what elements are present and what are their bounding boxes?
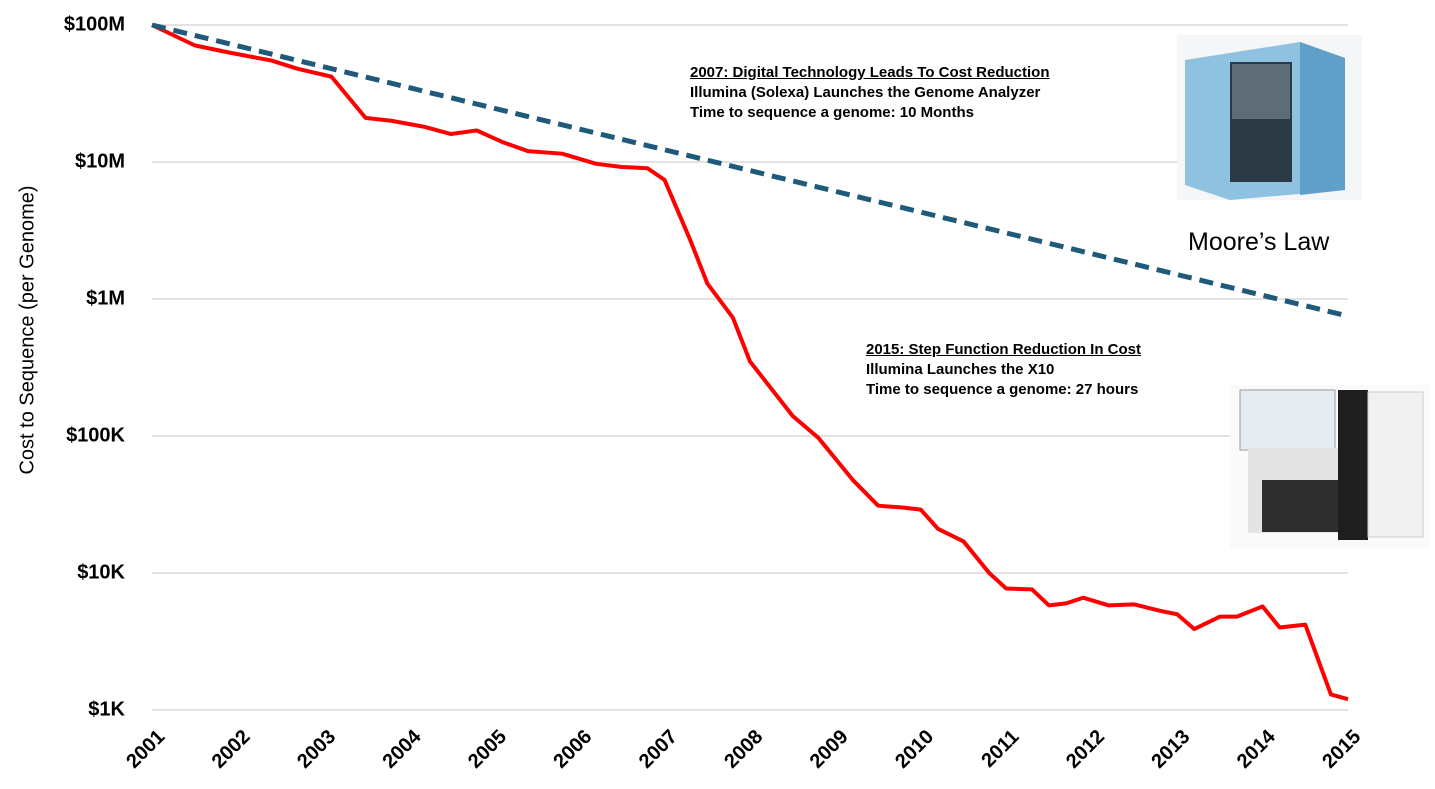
series-label: Moore’s Law: [1188, 228, 1330, 256]
y-axis-label: Cost to Sequence (per Genome): [16, 185, 38, 474]
x-tick-label: 2005: [464, 726, 511, 773]
x-tick-label: 2014: [1233, 725, 1281, 773]
annotation-line: Time to sequence a genome: 27 hours: [866, 381, 1139, 398]
x-tick-label: 2004: [379, 725, 427, 773]
x-tick-label: 2012: [1062, 726, 1109, 773]
y-tick-label: $10M: [75, 150, 125, 172]
annotation-heading: 2015: Step Function Reduction In Cost: [866, 341, 1142, 358]
x-tick-label: 2007: [635, 726, 682, 773]
x-tick-label: 2002: [208, 726, 255, 773]
annotation: 2007: Digital Technology Leads To Cost R…: [690, 63, 1170, 123]
x-tick-label: 2001: [122, 726, 169, 773]
y-tick-label: $10K: [77, 561, 125, 583]
x-tick-label: 2003: [293, 726, 340, 773]
annotation-line: Illumina Launches the X10: [866, 361, 1055, 378]
x-tick-label: 2006: [549, 726, 596, 773]
series-line: [151, 23, 1349, 702]
y-tick-label: $1M: [86, 287, 125, 309]
annotation-line: Time to sequence a genome: 10 Months: [690, 104, 974, 121]
x-tick-label: 2009: [806, 726, 853, 773]
x-tick-label: 2013: [1147, 726, 1194, 773]
x-tick-label: 2008: [720, 726, 767, 773]
annotation: 2015: Step Function Reduction In Cost Il…: [866, 340, 1286, 400]
y-tick-label: $100K: [66, 424, 125, 446]
annotation-line: Illumina (Solexa) Launches the Genome An…: [690, 84, 1041, 101]
x10-image: [1230, 385, 1430, 548]
sequencer-image: [1177, 35, 1362, 200]
x-tick-label: 2015: [1318, 726, 1365, 773]
y-tick-label: $100M: [64, 13, 125, 35]
x-tick-label: 2011: [977, 726, 1023, 772]
y-tick-label: $1K: [88, 698, 125, 720]
annotation-heading: 2007: Digital Technology Leads To Cost R…: [690, 64, 1050, 81]
series-line: [151, 22, 1349, 319]
x-tick-label: 2010: [891, 726, 938, 773]
